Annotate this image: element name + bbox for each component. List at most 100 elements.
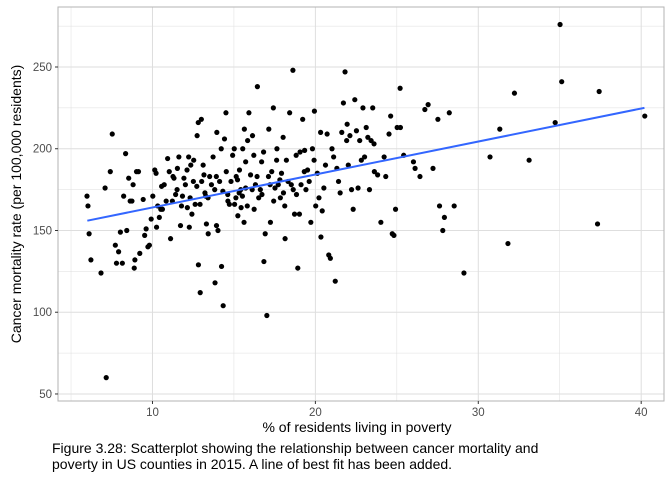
data-point [238,205,244,211]
data-point [417,173,423,180]
data-point [191,157,197,163]
data-point [311,157,317,163]
data-point [277,195,283,201]
data-point [246,110,252,116]
data-point [190,178,196,185]
data-point [217,178,223,185]
data-point [186,154,192,160]
data-point [173,191,179,198]
data-point [271,198,277,204]
data-point [313,203,319,209]
data-point [86,231,92,237]
data-point [194,183,200,189]
data-point [156,214,162,221]
data-point [280,134,286,140]
data-point [215,227,221,234]
data-point [212,187,218,193]
data-point [288,182,294,188]
data-point [131,265,137,271]
x-axis-title: % of residents living in poverty [262,419,451,435]
data-point [324,131,330,137]
y-tick-label: 200 [33,144,52,156]
data-point [260,149,267,155]
figure-caption-line-1: Figure 3.28: Scatterplot showing the rel… [52,440,539,456]
data-point [184,205,190,211]
data-point [166,169,172,175]
data-point [197,201,203,207]
figure-caption: Figure 3.28: Scatterplot showing the rel… [52,440,652,472]
data-point [143,226,149,232]
data-point [153,170,159,176]
data-point [223,169,229,175]
data-point [266,126,272,132]
data-point [306,178,312,185]
data-point [340,100,347,106]
fit-line [87,106,645,222]
data-point [176,154,182,160]
data-point [179,193,186,199]
data-point [311,108,318,114]
data-point [116,249,122,255]
data-point [274,157,280,163]
data-point [84,193,90,199]
data-point [230,152,236,158]
data-point [375,172,381,178]
data-point [361,154,368,160]
data-point [342,69,348,75]
data-point [316,195,322,201]
data-point [335,178,342,185]
data-point [188,162,194,168]
data-point [107,169,113,175]
data-point [88,257,94,263]
data-point [391,232,397,238]
data-point [241,219,247,225]
data-point [388,113,394,119]
data-point [103,375,109,381]
data-point [350,206,356,212]
data-point [236,167,243,173]
data-point [199,178,205,185]
data-point [220,303,226,309]
data-point [163,198,169,204]
data-point [596,88,602,95]
data-point [262,231,268,237]
data-point [112,242,118,248]
data-point [355,185,361,191]
data-point [363,124,369,131]
data-point [234,177,241,183]
data-point [245,137,251,144]
y-tick-label: 50 [39,389,52,401]
data-point [218,146,224,152]
data-point [249,133,256,139]
data-point [274,146,280,152]
data-point [192,201,198,207]
data-point [117,229,123,235]
data-point [319,208,325,214]
x-tick-label: 40 [635,407,648,419]
data-point [177,222,184,229]
data-point [119,260,125,266]
data-point [378,219,384,225]
data-point [322,162,329,168]
points-layer [84,21,648,381]
data-point [231,146,237,152]
data-point [280,190,287,196]
data-point [102,185,108,191]
x-tick-label: 10 [146,407,159,419]
data-point [124,227,130,234]
data-point [251,206,257,212]
data-point [251,152,257,158]
data-point [189,211,195,217]
data-point [318,129,324,135]
data-point [137,250,143,256]
y-tick-label: 100 [33,307,52,319]
data-point [121,193,127,199]
data-point [365,134,371,140]
data-point [109,131,115,137]
y-tick-label: 250 [33,62,52,74]
data-point [241,126,247,132]
data-point [233,195,239,201]
data-point [269,169,275,175]
data-point [412,165,418,171]
data-point [226,201,232,207]
